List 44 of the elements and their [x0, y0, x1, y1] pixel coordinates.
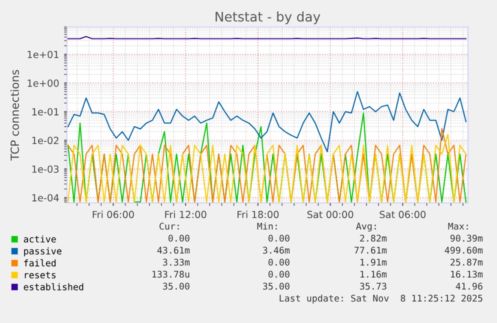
text: 499.60m [444, 246, 483, 254]
text: 41.96 [456, 282, 482, 290]
text: 35.00 [263, 282, 290, 290]
text: Last update: Sat Nov 8 11:25:12 2025 [280, 294, 482, 304]
text: Avg: [356, 222, 376, 232]
text: 0.00 [168, 234, 190, 242]
text: 0.00 [268, 270, 290, 278]
x-tick-label: Fri 12:00 [165, 210, 206, 218]
chart-title: Netstat - by day [216, 11, 320, 24]
line-series [67, 91, 467, 152]
legend-label: passive [24, 247, 62, 256]
text: 35.73 [360, 282, 386, 290]
text: 2.82m [360, 234, 387, 242]
text: 77.61m [354, 246, 387, 254]
y-tick-label: 1e+01 [28, 50, 58, 58]
y-tick-label: 1e-02 [32, 136, 58, 144]
legend-label: resets [24, 272, 56, 278]
text: 3.33m [163, 258, 190, 266]
text: Max: [448, 222, 468, 230]
x-tick-label: Sat 00:00 [307, 210, 354, 218]
text: 35.00 [163, 282, 190, 290]
legend-label: established [24, 283, 84, 290]
text: 25.87m [450, 258, 483, 266]
text: 90.39m [450, 234, 483, 242]
text: 1.91m [360, 258, 387, 266]
y-axis-title: TCP connections [10, 70, 19, 161]
legend-label: failed [24, 259, 56, 266]
y-tick-label: 1e-01 [32, 108, 58, 116]
text: 3.46m [263, 246, 290, 254]
x-tick-label: Fri 06:00 [92, 210, 134, 218]
text: 0.00 [268, 234, 290, 242]
text: 43.61m [157, 246, 190, 254]
x-tick-label: Fri 18:00 [238, 210, 279, 218]
text: 1.16m [360, 270, 387, 278]
y-tick-label: 1e+00 [28, 79, 59, 87]
text: Min: [257, 222, 277, 230]
y-tick-label: 1e-03 [32, 165, 59, 173]
text: Cur: [160, 222, 179, 230]
legend-label: active [24, 235, 56, 243]
x-tick-label: Sat 06:00 [380, 210, 426, 218]
text: 16.13m [450, 270, 483, 278]
text: 133.78u [152, 270, 190, 278]
y-tick-label: 1e-04 [32, 194, 59, 202]
text: 0.00 [268, 258, 290, 266]
